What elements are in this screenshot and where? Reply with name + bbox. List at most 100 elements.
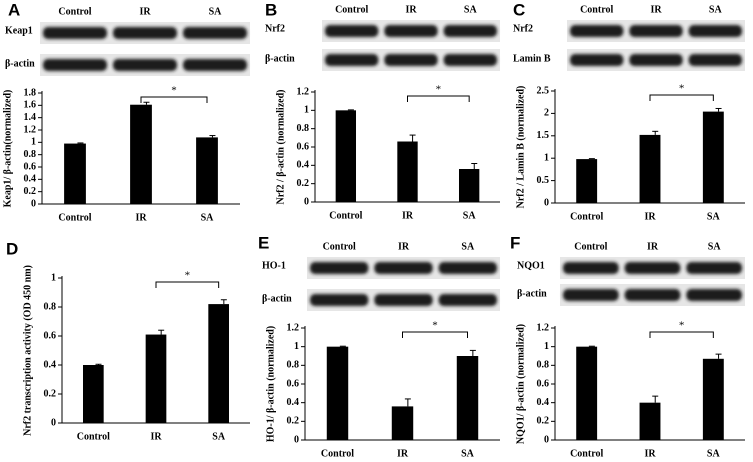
x-tick-label: IR xyxy=(150,431,162,442)
x-tick-label: Control xyxy=(570,211,603,222)
y-tick-label: 1 xyxy=(304,105,309,116)
blot-column-label: IR xyxy=(650,4,662,15)
y-tick-label: 0.6 xyxy=(44,330,57,341)
blot-band xyxy=(325,54,379,66)
blot-band xyxy=(443,54,497,66)
blot-band xyxy=(113,27,177,39)
blot-band xyxy=(384,25,438,37)
bar xyxy=(391,406,414,440)
bar xyxy=(397,141,418,202)
y-tick-label: 0 xyxy=(544,434,549,445)
blot-band xyxy=(624,289,681,301)
blot-column-label: IR xyxy=(405,4,417,15)
x-tick-label: Control xyxy=(77,431,110,442)
blot-band xyxy=(374,294,433,306)
blot-band xyxy=(570,54,624,66)
blot-row-label: Keap1 xyxy=(5,25,33,36)
blot-band xyxy=(686,262,742,274)
y-tick-label: 0.2 xyxy=(297,178,310,189)
bar xyxy=(208,304,230,423)
significance-bracket xyxy=(407,95,470,102)
blot-column-label: Control xyxy=(323,241,356,252)
blot-row-label: β-actin xyxy=(517,288,547,299)
y-tick-label: 0.6 xyxy=(297,141,310,152)
x-tick-label: SA xyxy=(461,448,475,459)
blot-band xyxy=(624,262,681,274)
significance-bracket xyxy=(649,331,714,338)
x-tick-label: IR xyxy=(397,448,409,459)
blot-column-label: SA xyxy=(461,241,475,252)
y-tick-label: 0.8 xyxy=(537,360,550,371)
blot-band xyxy=(629,25,683,37)
y-tick-label: 0.8 xyxy=(297,123,310,134)
panel: A Control IR SA Keap1 β-actin 00.20.4 0.60.81 1.… xyxy=(2,0,250,223)
blot-band xyxy=(310,262,369,274)
blot-column-label: SA xyxy=(709,4,723,15)
y-tick-label: 1 xyxy=(544,341,549,352)
y-tick-label: 0.4 xyxy=(537,397,550,408)
panel-letter: C xyxy=(513,0,525,19)
y-tick-label: 0 xyxy=(294,434,299,445)
blot-band xyxy=(374,262,433,274)
blot-band xyxy=(563,289,619,301)
blot-row-label: Lamin B xyxy=(513,53,551,64)
x-tick-label: IR xyxy=(644,211,656,222)
x-tick-label: Control xyxy=(58,212,91,223)
x-tick-label: SA xyxy=(463,210,477,221)
y-tick-label: 0.2 xyxy=(537,416,550,427)
y-axis-label: HO-1/ β-actin (normalized) xyxy=(265,326,276,442)
blot-row-label: HO-1 xyxy=(262,260,286,271)
y-tick-label: 0.4 xyxy=(44,359,57,370)
y-tick-label: 0 xyxy=(304,196,309,207)
blot-row-label: β-actin xyxy=(265,53,295,64)
blot-band xyxy=(113,59,177,71)
blot-row-label: Nrf2 xyxy=(513,23,533,34)
blot-band xyxy=(183,27,247,39)
y-tick-label: 0.6 xyxy=(287,378,300,389)
y-tick-label: 0.4 xyxy=(287,397,300,408)
y-tick-label: 0.2 xyxy=(24,186,37,197)
y-axis-label: Keap1/ β-actin(normalized) xyxy=(2,90,13,208)
panel-letter: B xyxy=(265,0,277,19)
y-tick-label: 1 xyxy=(31,137,36,148)
significance-bracket xyxy=(155,281,220,288)
bar xyxy=(639,134,661,203)
blot-band xyxy=(443,25,497,37)
y-tick-label: 0.5 xyxy=(537,175,550,186)
blot-row-label: Nrf2 xyxy=(265,23,285,34)
y-tick-label: 1.2 xyxy=(537,322,550,333)
blot-band xyxy=(688,54,742,66)
y-tick-label: 1.5 xyxy=(537,130,550,141)
blot-column-label: SA xyxy=(209,6,223,17)
bar xyxy=(458,169,480,202)
bar xyxy=(702,358,724,440)
blot-column-label: SA xyxy=(708,241,722,252)
blot-band xyxy=(686,289,742,301)
blot-band xyxy=(325,25,379,37)
bar xyxy=(326,346,349,440)
blot-band xyxy=(563,262,619,274)
bar xyxy=(145,334,167,423)
x-tick-label: SA xyxy=(201,212,215,223)
blot-band xyxy=(183,59,247,71)
blot-column-label: IR xyxy=(398,241,410,252)
y-tick-label: 0 xyxy=(544,197,549,208)
x-tick-label: IR xyxy=(644,448,656,459)
blot-column-label: SA xyxy=(464,4,478,15)
y-tick-label: 0.8 xyxy=(287,360,300,371)
blot-band xyxy=(384,54,438,66)
panel: D 0 0.2 0.4 0.6 0.8 1 Nrf2 transcription activi… xyxy=(6,239,250,442)
y-tick-label: 1 xyxy=(544,152,549,163)
y-tick-label: 1.8 xyxy=(24,87,37,98)
y-tick-label: 2.5 xyxy=(537,85,550,96)
blot-column-label: Control xyxy=(574,241,607,252)
blot-column-label: Control xyxy=(580,4,613,15)
bar xyxy=(576,346,598,440)
x-tick-label: IR xyxy=(135,212,147,223)
y-tick-label: 0 xyxy=(51,417,56,428)
significance-label: * xyxy=(432,320,438,332)
x-tick-label: SA xyxy=(707,448,721,459)
panel: B Control IR SA Nrf2 β-actin 0 0.2 0.4 0.6 0.8 1 1.2… xyxy=(265,0,500,221)
bar xyxy=(639,402,661,440)
